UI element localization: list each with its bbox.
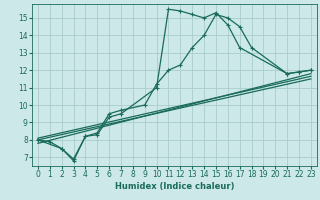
X-axis label: Humidex (Indice chaleur): Humidex (Indice chaleur) bbox=[115, 182, 234, 191]
